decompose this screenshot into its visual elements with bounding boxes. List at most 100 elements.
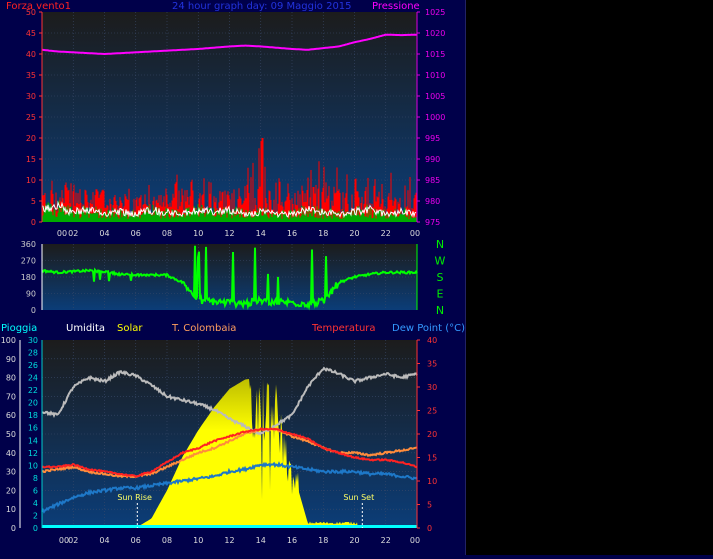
rain-tick-label: 20 [28,399,38,408]
rain-tick-label: 24 [28,374,38,383]
wind-force-label: Forza vento1 [6,1,71,12]
panel1-x-tick-label: 18 [318,229,328,238]
sunrise-label: Sun Rise [117,493,152,502]
colombaia-label: T. Colombaia [171,323,236,334]
dewpoint-line [41,461,418,514]
graph-title: 24 hour graph day: 09 Maggio 2015 [172,1,352,12]
rain-tick-label: 30 [28,336,38,345]
temp-tick-label: 35 [427,360,437,369]
panel1-right-tick-label: 1015 [425,50,445,59]
temp-tick-label: 10 [427,477,437,486]
empty-side-panel [465,0,713,555]
panel3-x-tick-label: 00 [59,536,69,545]
rain-tick-label: 0 [33,524,38,533]
rain-tick-label: 8 [33,474,38,483]
compass-label: S [437,271,444,284]
rain-tick-label: 26 [28,361,38,370]
humidity-tick-label: 70 [6,392,16,401]
panel3-x-tick-label: 10 [193,536,203,545]
panel1-right-tick-label: 990 [425,155,440,164]
panel1-left-tick-label: 0 [31,218,36,227]
rain-tick-label: 18 [28,411,38,420]
compass-label: N [436,304,444,317]
panel1-right-tick-label: 1000 [425,113,445,122]
panel1-right-tick-label: 995 [425,134,440,143]
pressure-line [41,33,417,55]
panel1-x-tick-label: 06 [131,229,141,238]
panel1-right-tick-label: 1010 [425,71,445,80]
wind-direction-line [41,245,418,311]
panel1-right-tick-label: 985 [425,176,440,185]
panel1-x-tick-label: 12 [224,229,234,238]
panel1-left-tick-label: 35 [26,71,36,80]
panel2-left-tick-label: 90 [26,290,36,299]
panel3-x-tick-label: 14 [256,536,266,545]
rain-tick-label: 2 [33,511,38,520]
rain-tick-label: 10 [28,461,38,470]
panel1-left-tick-label: 45 [26,29,36,38]
humidity-tick-label: 50 [6,430,16,439]
sunset-label: Sun Set [343,493,374,502]
humidity-tick-label: 80 [6,374,16,383]
panel1-x-tick-label: 00 [410,229,420,238]
panel3-x-tick-label: 12 [224,536,234,545]
panel1-right-tick-label: 975 [425,218,440,227]
wind-speed-line [41,200,417,219]
rain-tick-label: 4 [33,499,38,508]
panel1-left-tick-label: 15 [26,155,36,164]
temp-tick-label: 15 [427,454,437,463]
compass-label: E [437,288,444,301]
temp-tick-label: 0 [427,524,432,533]
panel1-left-tick-label: 25 [26,113,36,122]
panel3-x-tick-label: 02 [68,536,78,545]
humidity-tick-label: 60 [6,411,16,420]
panel2-left-tick-label: 270 [21,257,36,266]
humidity-tick-label: 30 [6,468,16,477]
panel1-x-tick-label: 20 [349,229,359,238]
temp-tick-label: 40 [427,336,437,345]
compass-label: N [436,238,444,251]
humidity-tick-label: 100 [1,336,16,345]
humidity-tick-label: 10 [6,505,16,514]
panel1-left-tick-label: 50 [26,8,36,17]
panel3-x-tick-label: 20 [349,536,359,545]
temp-tick-label: 25 [427,407,437,416]
panel3-x-tick-label: 06 [131,536,141,545]
panel1-x-tick-label: 02 [68,229,78,238]
panel1-x-tick-label: 22 [381,229,391,238]
temp-tick-label: 20 [427,430,437,439]
solar-label: Solar [117,323,143,334]
panel1-x-tick-label: 14 [256,229,266,238]
panel1-left-tick-label: 40 [26,50,36,59]
humidity-tick-label: 90 [6,355,16,364]
panel1-left-tick-label: 30 [26,92,36,101]
panel2-left-tick-label: 0 [31,306,36,315]
panel1-x-tick-label: 08 [162,229,172,238]
panel2-left-tick-label: 360 [21,240,36,249]
panel2-left-tick-label: 180 [21,273,36,282]
panel3-x-tick-label: 00 [410,536,420,545]
temperature-label: Temperatura [311,323,376,334]
rain-tick-label: 28 [28,349,38,358]
panel1-x-tick-label: 16 [287,229,297,238]
humidity-tick-label: 40 [6,449,16,458]
panel1-x-tick-label: 00 [57,229,67,238]
humidity-label: Umidita [66,323,105,334]
temperature-line [41,427,418,478]
rain-tick-label: 22 [28,386,38,395]
temp-tick-label: 5 [427,501,432,510]
humidity-line [41,366,418,436]
humidity-tick-label: 20 [6,486,16,495]
rain-tick-label: 14 [28,436,38,445]
compass-label: W [435,255,446,268]
panel1-left-tick-label: 20 [26,134,36,143]
pressure-label: Pressione [372,1,420,12]
panel1-right-tick-label: 1020 [425,29,445,38]
rain-label: Pioggia [1,323,37,334]
rain-tick-label: 12 [28,449,38,458]
panel3-x-tick-label: 18 [318,536,328,545]
humidity-tick-label: 0 [11,524,16,533]
panel1-right-tick-label: 1005 [425,92,445,101]
